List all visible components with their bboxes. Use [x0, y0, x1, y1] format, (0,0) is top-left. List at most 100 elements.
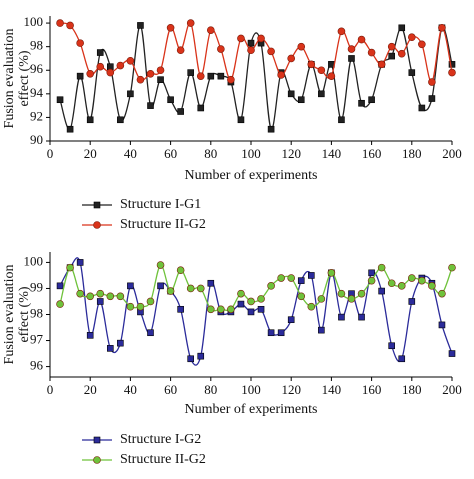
marker: [196, 284, 205, 293]
marker: [398, 355, 406, 363]
marker: [448, 61, 456, 68]
marker: [106, 292, 115, 301]
marker: [287, 90, 295, 98]
marker: [267, 125, 275, 133]
marker: [146, 69, 155, 78]
marker: [277, 274, 285, 282]
marker: [448, 68, 456, 77]
marker: [96, 62, 105, 71]
marker: [398, 24, 406, 32]
x-tick-label: 100: [241, 382, 261, 397]
marker: [257, 305, 265, 313]
marker: [367, 48, 376, 57]
x-tick-label: 120: [281, 146, 301, 161]
marker: [317, 66, 326, 75]
marker: [177, 108, 184, 115]
marker: [66, 125, 74, 133]
line: [59, 24, 453, 130]
marker: [247, 39, 255, 47]
legend-label: Structure II-G2: [120, 217, 206, 232]
marker: [277, 71, 285, 79]
marker: [96, 289, 105, 298]
marker: [227, 305, 235, 314]
x-tick-label: 140: [322, 146, 342, 161]
legend-label: Structure II-G2: [120, 452, 206, 467]
marker: [127, 90, 134, 98]
marker: [387, 42, 396, 51]
y-axis-label: Fusion evaluation: [2, 265, 17, 365]
marker: [338, 313, 345, 321]
marker: [93, 221, 101, 229]
marker: [428, 95, 436, 102]
marker: [347, 295, 356, 303]
marker: [127, 282, 134, 290]
marker: [56, 300, 64, 308]
marker: [196, 72, 205, 80]
x-tick-label: 20: [84, 382, 97, 397]
marker: [287, 54, 296, 63]
y-tick-label: 98: [30, 305, 43, 320]
y-axis-label: Fusion evaluation: [2, 29, 17, 129]
marker: [287, 316, 295, 324]
marker: [337, 27, 346, 36]
marker: [93, 201, 101, 209]
marker: [107, 345, 114, 352]
marker: [217, 45, 225, 53]
marker: [267, 47, 275, 56]
marker: [438, 23, 446, 32]
marker: [237, 34, 245, 43]
marker: [227, 75, 235, 84]
marker: [117, 116, 124, 124]
marker: [237, 300, 245, 308]
y-tick-label: 99: [30, 279, 43, 294]
marker: [56, 19, 64, 27]
marker: [307, 272, 315, 279]
marker: [307, 302, 316, 311]
marker: [418, 276, 426, 285]
marker: [187, 69, 194, 76]
marker: [247, 46, 255, 54]
marker: [418, 40, 426, 49]
x-tick-label: 40: [124, 382, 137, 397]
x-axis-label: Number of experiments: [185, 402, 318, 417]
marker: [448, 263, 456, 272]
marker: [318, 90, 325, 98]
marker: [86, 69, 94, 78]
marker: [167, 96, 174, 104]
marker: [66, 263, 74, 272]
marker: [397, 49, 406, 58]
marker: [297, 277, 305, 284]
marker: [277, 329, 285, 337]
marker: [307, 60, 316, 69]
marker: [176, 266, 185, 275]
marker: [156, 261, 165, 269]
marker: [237, 116, 245, 124]
y-tick-label: 98: [30, 38, 43, 53]
y-tick-label: 96: [30, 61, 44, 76]
marker: [287, 274, 296, 282]
marker: [136, 302, 145, 311]
marker: [117, 339, 124, 347]
marker: [338, 116, 345, 124]
marker: [207, 305, 215, 314]
marker: [56, 282, 64, 290]
x-tick-label: 200: [442, 382, 462, 397]
marker: [147, 329, 154, 337]
marker: [318, 326, 325, 334]
marker: [207, 26, 215, 34]
marker: [368, 96, 375, 104]
y-tick-label: 96: [30, 358, 44, 373]
marker: [76, 259, 84, 266]
marker: [438, 321, 446, 329]
marker: [146, 297, 155, 306]
marker: [377, 60, 386, 69]
y-tick-label: 92: [30, 108, 43, 123]
x-tick-label: 0: [47, 382, 54, 397]
x-tick-label: 120: [281, 382, 301, 397]
marker: [267, 282, 275, 290]
x-axis-label: Number of experiments: [185, 168, 318, 183]
legend-label: Structure I-G2: [120, 432, 201, 447]
x-tick-label: 200: [442, 146, 462, 161]
